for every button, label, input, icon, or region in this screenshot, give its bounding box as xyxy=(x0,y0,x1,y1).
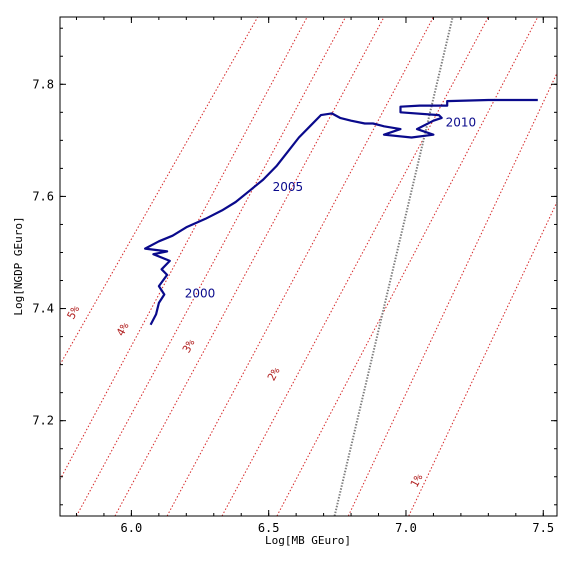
x-tick-label: 6.5 xyxy=(258,521,280,535)
reference-line-8 xyxy=(60,17,259,365)
y-axis: 7.2 7.4 7.6 7.8 xyxy=(32,27,557,506)
reference-line-1 xyxy=(347,72,557,516)
steep-line-group xyxy=(333,17,454,516)
plot-frame xyxy=(59,16,558,517)
y-tick-label: 7.2 xyxy=(32,414,54,428)
x-axis: 6.0 6.5 7.0 7.5 xyxy=(75,17,554,535)
y-tick-label: 7.8 xyxy=(32,77,54,91)
plot-background xyxy=(60,17,557,516)
rate-label-1: 1% xyxy=(408,471,426,489)
steep-line xyxy=(333,17,454,516)
series-line-0 xyxy=(144,98,538,326)
year-label-2000: 2000 xyxy=(185,286,216,300)
y-tick-label: 7.4 xyxy=(32,302,54,316)
year-label-2005: 2005 xyxy=(273,180,304,194)
y-tick-label: 7.6 xyxy=(32,189,54,203)
year-label-2010: 2010 xyxy=(446,115,477,129)
rate-label-4: 4% xyxy=(114,320,132,338)
rate-labels: 1% 2% 3% 4% 5% xyxy=(65,303,426,489)
annotations: 2000 2005 2010 xyxy=(185,115,476,300)
rate-label-3: 3% xyxy=(180,337,198,355)
x-tick-label: 7.5 xyxy=(532,521,554,535)
rate-label-2: 2% xyxy=(265,365,283,383)
series-group xyxy=(144,98,538,326)
x-axis-label: Log[MB GEuro] xyxy=(265,534,351,547)
y-axis-label: Log[NGDP GEuro] xyxy=(12,216,25,315)
x-tick-label: 6.0 xyxy=(121,521,143,535)
rate-label-5: 5% xyxy=(65,303,83,321)
x-tick-label: 7.0 xyxy=(395,521,417,535)
